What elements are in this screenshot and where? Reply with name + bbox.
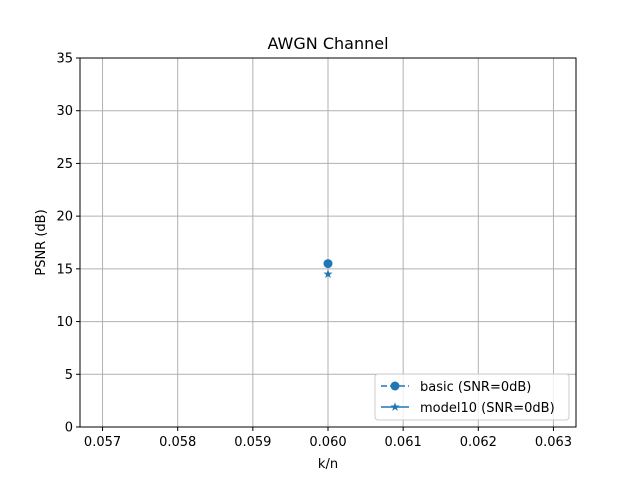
legend: basic (SNR=0dB) model10 (SNR=0dB) [374, 373, 570, 421]
x-tick-label: 0.060 [309, 435, 346, 450]
y-tick-label: 15 [56, 262, 73, 277]
legend-label-model10: model10 (SNR=0dB) [420, 401, 555, 416]
x-tick-label: 0.057 [84, 435, 121, 450]
y-tick-label: 0 [65, 421, 73, 436]
data-marks [323, 259, 333, 279]
x-tick-label: 0.062 [460, 435, 497, 450]
x-tick-label: 0.058 [159, 435, 196, 450]
y-axis-label: PSNR (dB) [34, 209, 49, 275]
legend-marker-basic [390, 381, 400, 391]
y-tick-label: 30 [56, 104, 73, 119]
y-axis: 0 5 10 15 20 25 30 35 [56, 52, 80, 436]
x-tick-label: 0.061 [385, 435, 422, 450]
x-axis: 0.057 0.058 0.059 0.060 0.061 0.062 0.063 [84, 427, 572, 450]
y-tick-label: 25 [56, 157, 73, 172]
legend-marker-model10 [390, 402, 400, 411]
y-tick-label: 20 [56, 210, 73, 225]
chart-title: AWGN Channel [267, 34, 388, 53]
x-axis-label: k/n [318, 457, 338, 472]
y-tick-label: 35 [56, 52, 73, 67]
x-tick-label: 0.063 [535, 435, 572, 450]
x-tick-label: 0.059 [234, 435, 271, 450]
y-tick-label: 5 [65, 368, 73, 383]
y-tick-label: 10 [56, 315, 73, 330]
legend-label-basic: basic (SNR=0dB) [420, 380, 531, 395]
legend-box [374, 373, 570, 421]
data-point-basic [323, 259, 333, 269]
data-point-model10 [323, 269, 333, 279]
